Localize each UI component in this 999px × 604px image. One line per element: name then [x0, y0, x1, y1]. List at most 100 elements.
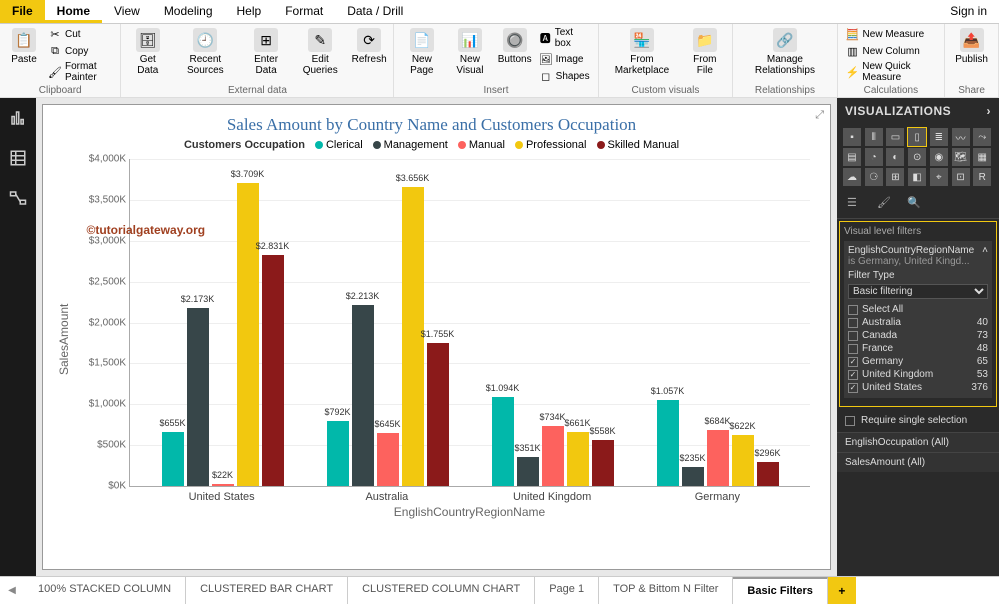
- menu-view[interactable]: View: [102, 0, 152, 23]
- bar[interactable]: $645K: [377, 433, 399, 486]
- bar[interactable]: $792K: [327, 421, 349, 486]
- filter-collapsed[interactable]: SalesAmount (All): [837, 452, 999, 472]
- image-button[interactable]: 🖼Image: [537, 51, 592, 67]
- menu-modeling[interactable]: Modeling: [152, 0, 225, 23]
- new-page-button[interactable]: 📄New Page: [400, 26, 443, 78]
- bar[interactable]: $1.094K: [492, 397, 514, 486]
- new-quick-measure-button[interactable]: ⚡New Quick Measure: [844, 60, 939, 84]
- bar[interactable]: $235K: [682, 467, 704, 486]
- viz-type-icon[interactable]: ⤳: [973, 128, 991, 146]
- bar[interactable]: $734K: [542, 426, 564, 486]
- menu-file[interactable]: File: [0, 0, 45, 23]
- report-view-icon[interactable]: [0, 98, 36, 138]
- legend-item[interactable]: Manual: [458, 139, 505, 151]
- bar[interactable]: $2.213K: [352, 305, 374, 486]
- viz-type-icon[interactable]: ⊡: [952, 168, 970, 186]
- page-tab[interactable]: CLUSTERED BAR CHART: [186, 577, 348, 604]
- bar[interactable]: $655K: [162, 432, 184, 486]
- format-painter-button[interactable]: 🖌Format Painter: [46, 60, 114, 84]
- filter-type-select[interactable]: Basic filtering: [848, 284, 988, 299]
- copy-button[interactable]: ⧉Copy: [46, 43, 114, 59]
- page-tab[interactable]: Page 1: [535, 577, 599, 604]
- legend-item[interactable]: Professional: [515, 139, 587, 151]
- bar[interactable]: $622K: [732, 435, 754, 486]
- viz-type-icon[interactable]: ▯: [908, 128, 926, 146]
- viz-type-icon[interactable]: ◧: [908, 168, 926, 186]
- viz-type-icon[interactable]: ⌖: [930, 168, 948, 186]
- recent-sources-button[interactable]: 🕘Recent Sources: [172, 26, 238, 78]
- paste-button[interactable]: 📋Paste: [6, 26, 42, 67]
- refresh-button[interactable]: ⟳Refresh: [351, 26, 388, 67]
- bar[interactable]: $661K: [567, 432, 589, 486]
- data-view-icon[interactable]: [0, 138, 36, 178]
- viz-type-icon[interactable]: ▤: [843, 148, 861, 166]
- bar[interactable]: $3.709K: [237, 183, 259, 486]
- viz-panel-header[interactable]: VISUALIZATIONS›: [837, 98, 999, 124]
- bar[interactable]: $558K: [592, 440, 614, 486]
- shapes-button[interactable]: ◻Shapes: [537, 68, 592, 84]
- analytics-pane-icon[interactable]: 🔍: [907, 196, 923, 212]
- menu-data-drill[interactable]: Data / Drill: [335, 0, 415, 23]
- menu-format[interactable]: Format: [273, 0, 335, 23]
- publish-button[interactable]: 📤Publish: [951, 26, 992, 67]
- fields-pane-icon[interactable]: ☰: [847, 196, 863, 212]
- bar[interactable]: $351K: [517, 457, 539, 486]
- add-page-button[interactable]: +: [828, 577, 856, 604]
- filter-select-all[interactable]: Select All: [848, 303, 988, 316]
- edit-queries-button[interactable]: ✎Edit Queries: [294, 26, 347, 78]
- legend-item[interactable]: Skilled Manual: [597, 139, 680, 151]
- page-tab[interactable]: CLUSTERED COLUMN CHART: [348, 577, 535, 604]
- bar[interactable]: $684K: [707, 430, 729, 486]
- focus-mode-icon[interactable]: ⤢: [815, 109, 824, 122]
- page-tab[interactable]: Basic Filters: [733, 577, 827, 604]
- viz-type-icon[interactable]: ▭: [886, 128, 904, 146]
- filter-option[interactable]: United States376: [848, 381, 988, 394]
- filter-option[interactable]: Canada73: [848, 329, 988, 342]
- new-column-button[interactable]: ▥New Column: [844, 43, 939, 59]
- new-visual-button[interactable]: 📊New Visual: [447, 26, 492, 78]
- viz-type-icon[interactable]: ⫴: [865, 128, 883, 146]
- viz-type-icon[interactable]: ☁: [843, 168, 861, 186]
- bar[interactable]: $2.173K: [187, 308, 209, 486]
- page-tab[interactable]: TOP & Bittom N Filter: [599, 577, 733, 604]
- cut-button[interactable]: ✂Cut: [46, 26, 114, 42]
- legend-item[interactable]: Clerical: [315, 139, 363, 151]
- filter-card[interactable]: EnglishCountryRegionName˄ is Germany, Un…: [844, 241, 992, 398]
- viz-type-icon[interactable]: ◉: [930, 148, 948, 166]
- viz-type-icon[interactable]: R: [973, 168, 991, 186]
- bar[interactable]: $22K: [212, 484, 234, 486]
- viz-type-icon[interactable]: 〰: [952, 128, 970, 146]
- report-canvas[interactable]: ⤢ Sales Amount by Country Name and Custo…: [42, 104, 831, 570]
- sign-in-link[interactable]: Sign in: [938, 0, 999, 23]
- bar[interactable]: $1.057K: [657, 400, 679, 486]
- tab-nav-prev[interactable]: ◀: [0, 577, 24, 604]
- require-single-selection[interactable]: Require single selection: [837, 409, 999, 432]
- chart-plot-area[interactable]: $0K$500K$1,000K$1,500K$2,000K$2,500K$3,0…: [129, 159, 810, 487]
- manage-relationships-button[interactable]: 🔗Manage Relationships: [739, 26, 830, 78]
- viz-type-icon[interactable]: ⚆: [865, 168, 883, 186]
- filter-option[interactable]: Germany65: [848, 355, 988, 368]
- from-marketplace-button[interactable]: 🏪From Marketplace: [605, 26, 680, 78]
- viz-type-icon[interactable]: ⊙: [908, 148, 926, 166]
- viz-type-icon[interactable]: ▦: [973, 148, 991, 166]
- viz-type-icon[interactable]: ⊞: [886, 168, 904, 186]
- menu-help[interactable]: Help: [225, 0, 274, 23]
- from-file-button[interactable]: 📁From File: [683, 26, 726, 78]
- filter-option[interactable]: United Kingdom53: [848, 368, 988, 381]
- filter-collapsed[interactable]: EnglishOccupation (All): [837, 432, 999, 452]
- bar[interactable]: $1.755K: [427, 343, 449, 486]
- filter-option[interactable]: France48: [848, 342, 988, 355]
- enter-data-button[interactable]: ⊞Enter Data: [243, 26, 290, 78]
- viz-type-icon[interactable]: ≣: [930, 128, 948, 146]
- model-view-icon[interactable]: [0, 178, 36, 218]
- legend-item[interactable]: Management: [373, 139, 448, 151]
- bar[interactable]: $2.831K: [262, 255, 284, 486]
- menu-home[interactable]: Home: [45, 0, 102, 23]
- format-pane-icon[interactable]: 🖌: [877, 196, 893, 212]
- viz-type-icon[interactable]: ◔: [865, 148, 883, 166]
- viz-type-icon[interactable]: ◐: [886, 148, 904, 166]
- viz-type-icon[interactable]: ▪: [843, 128, 861, 146]
- get-data-button[interactable]: 🗄Get Data: [127, 26, 168, 78]
- filter-option[interactable]: Australia40: [848, 316, 988, 329]
- textbox-button[interactable]: 🅰Text box: [537, 26, 592, 50]
